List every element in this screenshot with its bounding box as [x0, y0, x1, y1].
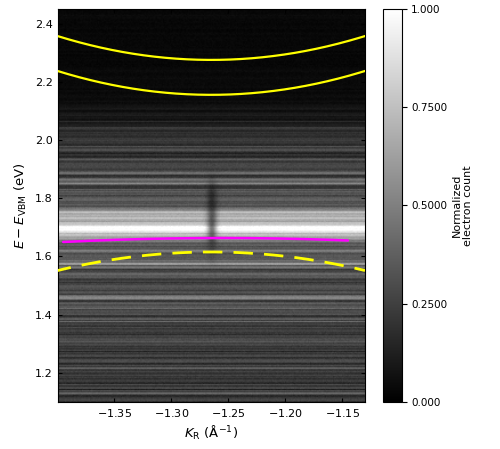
X-axis label: $K_{\mathrm{R}}$ (Å$^{-1}$): $K_{\mathrm{R}}$ (Å$^{-1}$) [184, 424, 238, 442]
Y-axis label: Normalized
electron count: Normalized electron count [452, 165, 473, 246]
Y-axis label: $E - E_{\mathrm{VBM}}$ (eV): $E - E_{\mathrm{VBM}}$ (eV) [13, 162, 29, 249]
